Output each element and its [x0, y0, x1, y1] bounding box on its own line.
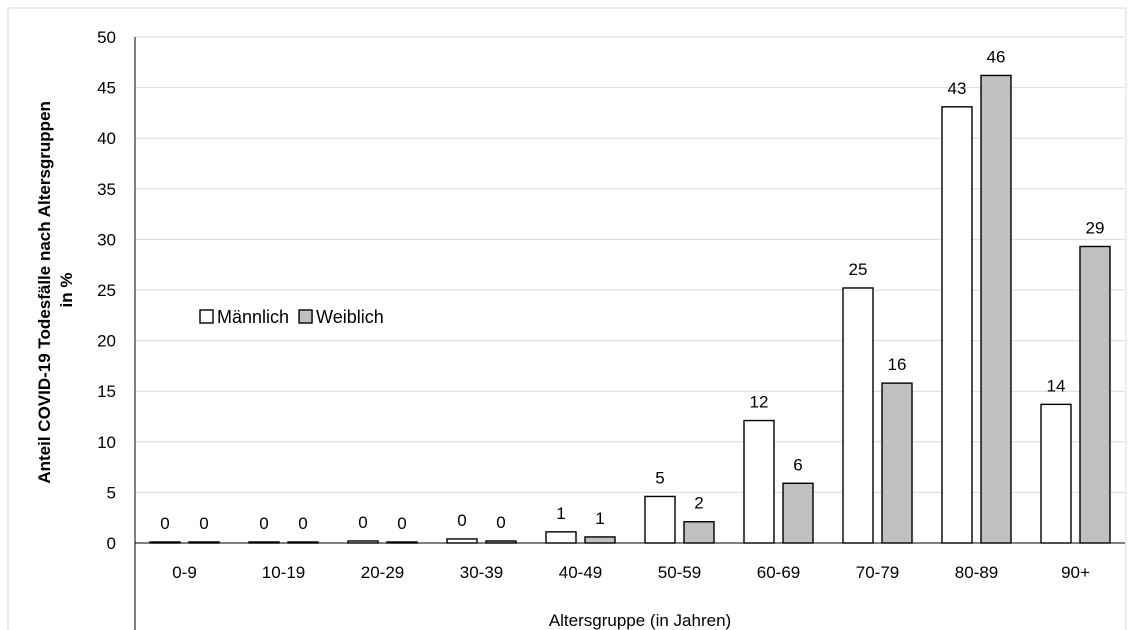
- data-label: 43: [948, 79, 967, 98]
- y-axis-title-line1: Anteil COVID-19 Todesfälle nach Altersgr…: [35, 101, 54, 484]
- x-tick-label: 60-69: [757, 563, 800, 582]
- y-tick-label: 5: [107, 483, 116, 502]
- data-label: 6: [793, 455, 802, 474]
- y-tick-label: 20: [97, 332, 116, 351]
- bar-weiblich-60-69: [782, 482, 814, 544]
- x-tick-label: 40-49: [559, 563, 602, 582]
- data-label: 0: [358, 513, 367, 532]
- bar-mnnlich-60-69: [743, 419, 775, 544]
- bars: 0 0 0 0 0 0 0 0 1 1 5 2 12 6 25 16 43 46 14 29: [149, 47, 1111, 544]
- legend-swatch: [298, 309, 313, 324]
- data-label: 12: [750, 393, 769, 412]
- x-axis-title: Altersgruppe (in Jahren): [549, 611, 731, 630]
- y-tick-label: 0: [107, 534, 116, 553]
- legend-label: Weiblich: [316, 307, 384, 327]
- data-label: 2: [694, 494, 703, 513]
- data-label: 5: [655, 468, 664, 487]
- x-tick-label: 0-9: [172, 563, 197, 582]
- data-label: 1: [556, 504, 565, 523]
- y-tick-label: 50: [97, 28, 116, 47]
- y-tick-label: 35: [97, 180, 116, 199]
- bar-weiblich-80-89: [980, 74, 1012, 544]
- x-tick-label: 20-29: [361, 563, 404, 582]
- data-label: 46: [987, 47, 1006, 66]
- bar-mnnlich-70-79: [842, 287, 874, 544]
- y-tick-label: 25: [97, 281, 116, 300]
- bar-mnnlich-50-59: [644, 495, 676, 544]
- y-tick-label: 10: [97, 433, 116, 452]
- data-label: 0: [160, 514, 169, 533]
- bar-mnnlich-30-39: [446, 538, 478, 544]
- bar-mnnlich-80-89: [941, 106, 973, 544]
- y-axis-title-line2: in %: [57, 273, 76, 308]
- legend-item-weiblich: Weiblich: [298, 307, 384, 327]
- bar-weiblich-90+: [1079, 245, 1111, 544]
- bar-weiblich-70-79: [881, 382, 913, 544]
- x-tick-label: 90+: [1061, 563, 1090, 582]
- x-tick-label: 70-79: [856, 563, 899, 582]
- legend-swatch: [199, 309, 214, 324]
- data-label: 0: [457, 511, 466, 530]
- y-tick-label: 15: [97, 382, 116, 401]
- data-label: 1: [595, 509, 604, 528]
- y-axis: 0 5 10 15 20 25 30 35 40 45 50: [97, 28, 136, 553]
- data-label: 0: [496, 513, 505, 532]
- data-label: 0: [259, 514, 268, 533]
- data-label: 29: [1086, 218, 1105, 237]
- data-label: 25: [849, 260, 868, 279]
- y-tick-label: 45: [97, 79, 116, 98]
- x-tick-label: 30-39: [460, 563, 503, 582]
- bar-mnnlich-40-49: [545, 531, 577, 544]
- data-label: 0: [199, 514, 208, 533]
- data-label: 0: [298, 514, 307, 533]
- bar-weiblich-40-49: [584, 536, 616, 544]
- x-axis: 0-9 10-19 20-29 30-39 40-49 50-59 60-69 70-79 80…: [134, 542, 1125, 630]
- bar-weiblich-50-59: [683, 521, 715, 544]
- y-axis-title: Anteil COVID-19 Todesfälle nach Altersgr…: [35, 96, 76, 483]
- x-tick-label: 80-89: [955, 563, 998, 582]
- legend-item-mnnlich: Männlich: [199, 307, 289, 327]
- legend-label: Männlich: [217, 307, 289, 327]
- y-tick-label: 40: [97, 129, 116, 148]
- y-tick-label: 30: [97, 230, 116, 249]
- x-tick-label: 10-19: [262, 563, 305, 582]
- data-label: 0: [397, 514, 406, 533]
- data-label: 16: [888, 355, 907, 374]
- x-tick-label: 50-59: [658, 563, 701, 582]
- bar-mnnlich-90+: [1040, 403, 1072, 544]
- data-label: 14: [1047, 376, 1066, 395]
- legend: Männlich Weiblich: [199, 307, 384, 327]
